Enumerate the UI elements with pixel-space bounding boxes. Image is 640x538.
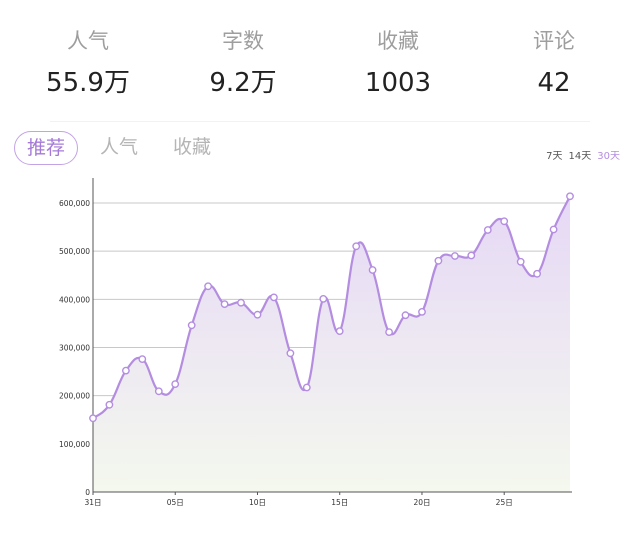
data-point [566,192,574,201]
data-point [154,387,163,396]
data-point [467,251,476,260]
y-tick-label: 100,000 [59,440,90,449]
stat-comments: 评论 42 [474,26,634,100]
y-tick-label: 400,000 [59,295,90,304]
data-point [335,327,344,335]
y-tick-label: 200,000 [59,392,90,401]
data-point [105,400,114,409]
stat-favorites-label: 收藏 [377,29,419,53]
x-tick-label: 10日 [249,498,266,507]
data-point [138,355,147,363]
data-point [269,293,278,302]
range-30-days[interactable]: 30天 [597,151,620,162]
data-point [516,257,525,266]
section-divider [50,121,590,122]
data-point [122,366,130,375]
stat-comments-value: 42 [537,68,571,98]
tab-recommend[interactable]: 推荐 [14,131,79,165]
data-point [401,311,410,320]
data-point [253,310,262,319]
tab-popularity[interactable]: 人气 [100,136,139,158]
y-tick-label: 0 [85,488,90,497]
x-tick-label: 05日 [167,498,184,507]
x-tick-label: 31日 [84,498,101,507]
data-point [89,414,97,423]
x-tick-label: 15日 [331,498,348,507]
stat-word-count-label: 字数 [222,29,264,53]
data-point [549,225,558,234]
tab-favorites[interactable]: 收藏 [173,136,212,158]
area-fill [93,196,570,493]
stat-popularity-label: 人气 [67,29,109,53]
data-point [187,321,196,330]
data-point [237,298,245,307]
x-tick-label: 20日 [413,498,430,507]
data-point [352,242,361,251]
data-point [450,252,459,260]
data-point [385,328,393,336]
range-7-days[interactable]: 7天 [546,151,563,162]
data-point [483,226,492,234]
data-point [533,269,541,278]
data-point [204,282,213,291]
stat-favorites-value: 1003 [364,68,432,98]
stat-word-count-value: 9.2万 [209,68,277,98]
stats-summary: 人气 55.9万 字数 9.2万 收藏 1003 评论 42 [0,0,640,120]
stat-popularity-value: 55.9万 [46,68,130,98]
range-selector: 7天 14天 30天 [540,150,620,164]
data-point [319,294,328,303]
y-tick-label: 500,000 [59,247,90,256]
stat-popularity: 人气 55.9万 [8,26,168,100]
y-tick-label: 300,000 [59,344,90,353]
data-point [220,300,229,308]
stat-word-count: 字数 9.2万 [163,26,323,100]
data-point [171,380,180,388]
data-point [302,383,311,392]
data-point [418,307,426,316]
data-point [368,266,377,274]
data-point [500,217,509,226]
x-tick-label: 25日 [496,498,513,507]
y-tick-label: 600,000 [59,199,90,208]
data-point [434,256,443,265]
stat-favorites: 收藏 1003 [318,26,478,100]
data-point [286,349,295,358]
range-14-days[interactable]: 14天 [568,151,592,162]
stat-comments-label: 评论 [533,29,575,53]
